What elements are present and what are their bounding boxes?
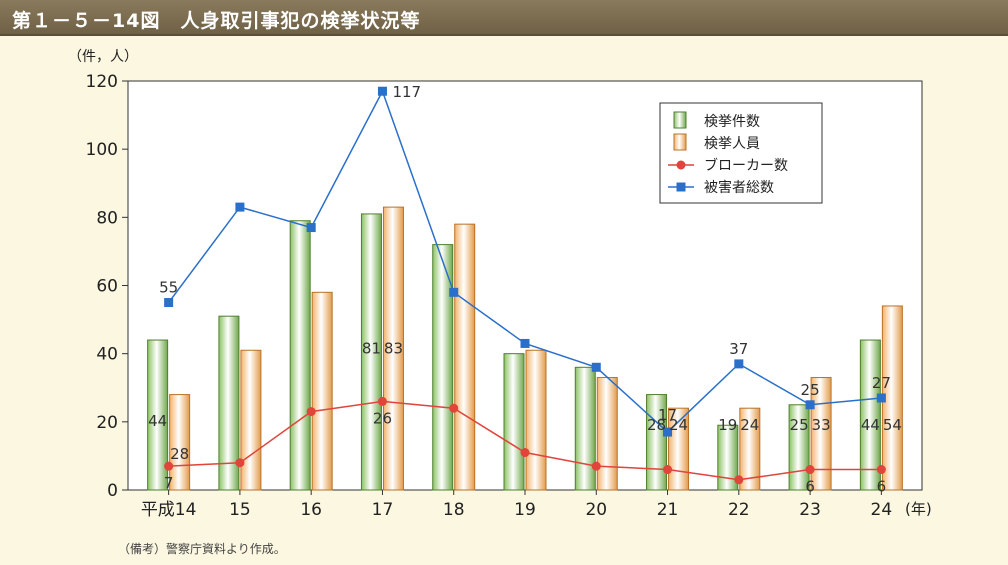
point-victims [876, 393, 886, 403]
bar-persons [596, 377, 618, 491]
bar-persons [311, 291, 333, 491]
data-label-brokers: 26 [373, 409, 392, 427]
bar-cases [859, 339, 881, 491]
x-tick-label: 23 [799, 500, 821, 520]
y-tick-label: 40 [96, 345, 118, 365]
bar-cases [147, 339, 169, 491]
bar-cases [574, 366, 596, 491]
legend-swatch-cases [673, 111, 687, 129]
data-label-cases: 25 [790, 416, 809, 434]
point-victims [663, 427, 673, 437]
bar-persons [240, 349, 262, 491]
y-tick-label: 100 [86, 140, 118, 160]
bar-cases [788, 404, 810, 491]
data-label-persons: 24 [669, 416, 688, 434]
point-victims [591, 362, 601, 372]
data-label-victims: 17 [658, 406, 677, 424]
point-brokers [734, 475, 744, 485]
point-victims [449, 287, 459, 297]
point-victims [164, 298, 174, 308]
point-victims [235, 202, 245, 212]
data-label-persons: 83 [384, 340, 403, 358]
bar-cases [503, 353, 525, 491]
y-tick-label: 80 [96, 208, 118, 228]
data-label-persons: 28 [170, 445, 189, 463]
point-victims [520, 338, 530, 348]
point-brokers [805, 465, 815, 475]
legend-marker-brokers [676, 160, 686, 170]
x-tick-label: 16 [300, 500, 322, 520]
point-brokers [235, 458, 245, 468]
point-brokers [377, 396, 387, 406]
point-victims [805, 400, 815, 410]
data-label-victims: 117 [392, 83, 421, 101]
y-tick-label: 120 [86, 72, 118, 92]
bar-persons [454, 223, 476, 491]
y-tick-label: 60 [96, 277, 118, 297]
data-label-victims: 37 [729, 340, 748, 358]
data-label-cases: 19 [718, 416, 737, 434]
legend-label-cases: 検挙件数 [704, 114, 760, 130]
bar-cases [218, 315, 240, 491]
data-label-brokers: 6 [805, 478, 815, 496]
point-brokers [663, 465, 673, 475]
title-bar: 第１－５－14図 人身取引事犯の検挙状況等 [0, 0, 1008, 36]
point-brokers [876, 465, 886, 475]
x-tick-label: 19 [514, 500, 536, 520]
data-label-victims: 25 [801, 381, 820, 399]
x-axis-unit-label: (年) [905, 500, 932, 518]
x-tick-label: 18 [443, 500, 465, 520]
point-brokers [306, 407, 316, 417]
data-label-brokers: 7 [164, 474, 174, 492]
legend-swatch-persons [673, 133, 687, 151]
point-brokers [591, 461, 601, 471]
point-brokers [449, 403, 459, 413]
data-label-victims: 55 [159, 279, 178, 297]
bar-persons [525, 349, 547, 491]
bar-persons [382, 206, 404, 491]
point-victims [734, 359, 744, 369]
x-tick-label: 20 [585, 500, 607, 520]
point-victims [377, 86, 387, 96]
chart-title: 第１－５－14図 人身取引事犯の検挙状況等 [12, 10, 421, 32]
point-victims [306, 223, 316, 233]
point-brokers [164, 461, 174, 471]
legend-label-victims: 被害者総数 [704, 180, 774, 196]
bar-persons [668, 407, 690, 491]
data-label-cases: 81 [362, 340, 381, 358]
bar-cases [717, 424, 739, 491]
x-tick-label: 21 [657, 500, 679, 520]
x-tick-label: 22 [728, 500, 750, 520]
data-label-cases: 44 [148, 412, 167, 430]
bar-persons [739, 407, 761, 491]
y-axis-unit-label: （件，人） [68, 49, 138, 65]
legend-label-brokers: ブローカー数 [704, 157, 788, 174]
data-label-persons: 33 [812, 416, 831, 434]
data-label-brokers: 6 [877, 478, 887, 496]
x-tick-label: 24 [871, 500, 893, 520]
y-tick-label: 0 [107, 481, 118, 501]
source-note: （備考）警察庁資料より作成。 [118, 542, 286, 556]
bar-cases [289, 220, 311, 491]
data-label-persons: 24 [740, 416, 759, 434]
x-tick-label: 15 [229, 500, 251, 520]
data-label-victims: 27 [872, 374, 891, 392]
legend-label-persons: 検挙人員 [704, 136, 760, 152]
legend-marker-victims [676, 182, 686, 192]
data-label-persons: 54 [883, 416, 902, 434]
bar-cases [432, 244, 454, 491]
x-tick-label: 17 [372, 500, 394, 520]
bar-cases [360, 213, 382, 491]
point-brokers [520, 448, 530, 458]
bar-persons [810, 377, 832, 491]
data-label-cases: 44 [861, 416, 880, 434]
y-tick-label: 20 [96, 413, 118, 433]
x-tick-label: 平成14 [141, 500, 197, 520]
data-label-cases: 28 [647, 416, 666, 434]
